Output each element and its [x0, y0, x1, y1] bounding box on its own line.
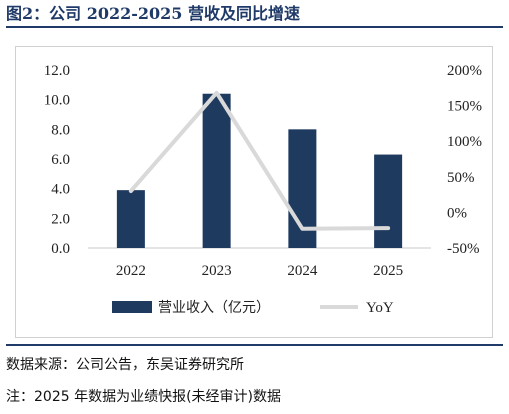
left-tick-label: 2.0: [51, 211, 70, 227]
revenue-yoy-chart: 0.0 2.0 4.0 6.0 8.0 10.0 12.0 -50% 0% 50% 100% 150…: [44, 63, 482, 316]
bar-series: [116, 93, 403, 248]
right-axis-ticks: -50% 0% 50% 100% 150% 200%: [447, 63, 482, 257]
legend: 营业收入（亿元） YoY: [112, 300, 394, 316]
left-tick-label: 0.0: [51, 241, 70, 257]
figure-title: 图2：公司 2022-2025 营收及同比增速: [6, 2, 503, 28]
x-tick-label: 2022: [116, 263, 146, 279]
legend-bar-swatch: [112, 301, 152, 313]
legend-line-label: YoY: [366, 300, 394, 316]
left-tick-label: 4.0: [51, 182, 70, 198]
right-tick-label: 0%: [447, 205, 467, 221]
right-tick-label: 200%: [447, 63, 482, 79]
left-tick-label: 10.0: [44, 93, 70, 109]
right-tick-label: -50%: [447, 241, 480, 257]
bar-2023: [202, 93, 231, 248]
chart-frame: 0.0 2.0 4.0 6.0 8.0 10.0 12.0 -50% 0% 50% 100% 150…: [15, 46, 493, 338]
left-axis-ticks: 0.0 2.0 4.0 6.0 8.0 10.0 12.0: [44, 63, 70, 257]
bar-2025: [374, 154, 403, 248]
left-tick-label: 8.0: [51, 122, 70, 138]
x-tick-label: 2024: [287, 263, 318, 279]
x-axis-labels: 2022 2023 2024 2025: [116, 263, 403, 279]
figure-footer: 数据来源：公司公告，东吴证券研究所 注：2025 年数据为业绩快报(未经审计)数…: [6, 344, 503, 414]
data-note: 注：2025 年数据为业绩快报(未经审计)数据: [6, 389, 282, 405]
yoy-series: [128, 90, 391, 231]
right-tick-label: 50%: [447, 170, 475, 186]
yoy-line: [128, 90, 391, 231]
right-tick-label: 100%: [447, 134, 482, 150]
x-tick-label: 2025: [373, 263, 403, 279]
right-tick-label: 150%: [447, 99, 482, 115]
x-tick-label: 2023: [202, 263, 232, 279]
legend-bar-label: 营业收入（亿元）: [158, 300, 270, 316]
source-note: 数据来源：公司公告，东吴证券研究所: [6, 357, 244, 373]
left-tick-label: 6.0: [51, 152, 70, 168]
left-tick-label: 12.0: [44, 63, 70, 79]
bar-2022: [116, 190, 145, 248]
